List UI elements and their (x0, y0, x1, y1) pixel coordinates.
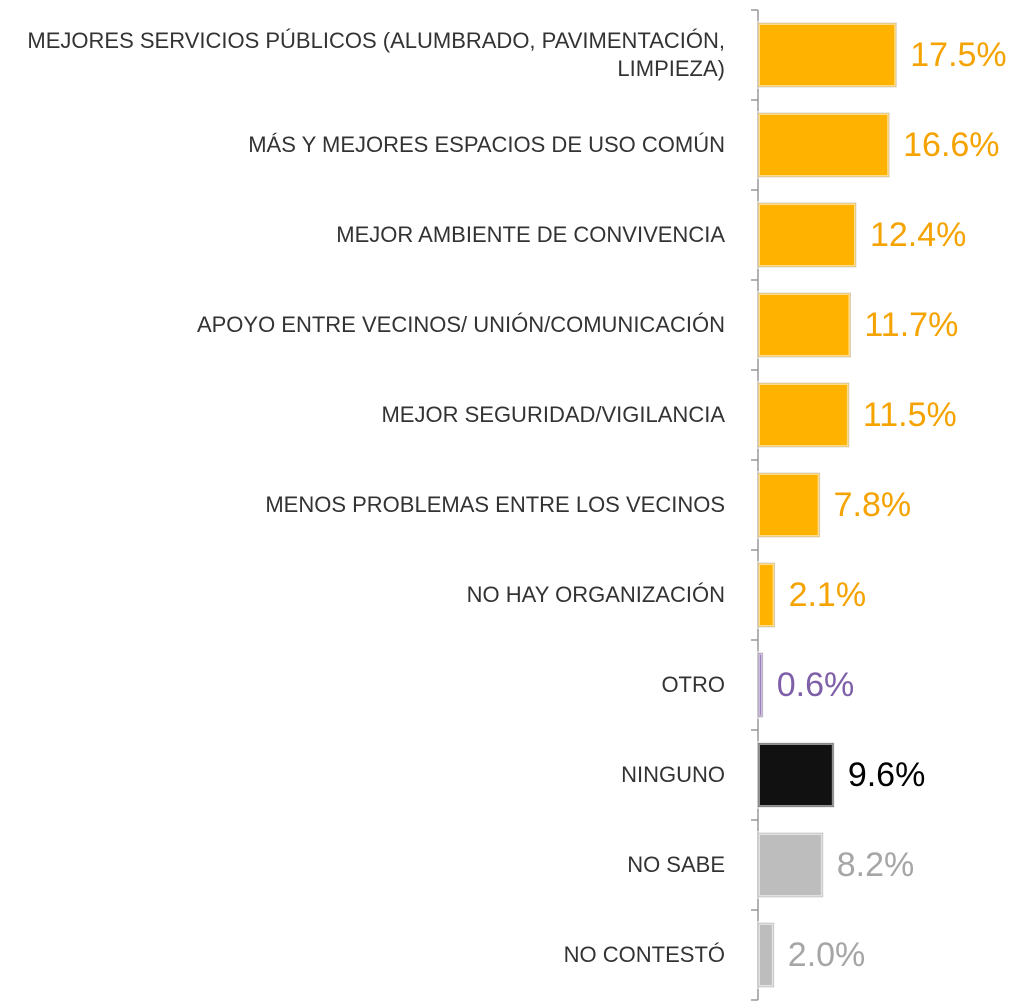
bar (756, 471, 822, 539)
category-label: NO HAY ORGANIZACIÓN (466, 582, 725, 607)
category-label: MEJOR AMBIENTE DE CONVIVENCIA (336, 222, 725, 247)
value-label: 8.2% (837, 846, 915, 884)
bar (756, 111, 892, 179)
value-label: 11.5% (863, 396, 957, 434)
bar-edge (757, 472, 821, 538)
value-label: 7.8% (834, 486, 912, 524)
bar-edge (757, 112, 890, 178)
value-label: 2.1% (789, 576, 867, 614)
bar-edge (757, 652, 764, 718)
bar-edge (757, 292, 851, 358)
value-label: 11.7% (864, 306, 958, 344)
bar (756, 291, 853, 359)
category-label: MEJOR SEGURIDAD/VIGILANCIA (381, 402, 725, 427)
bar (756, 21, 899, 89)
bar (756, 921, 776, 989)
value-label: 2.0% (788, 936, 866, 974)
category-label: APOYO ENTRE VECINOS/ UNIÓN/COMUNICACIÓN (196, 312, 725, 337)
bar-edge (757, 22, 897, 88)
bar (756, 831, 825, 899)
category-label: NO SABE (627, 852, 725, 877)
value-label: 17.5% (910, 36, 1006, 74)
value-label: 0.6% (777, 666, 855, 704)
bar (756, 651, 765, 719)
bar (756, 381, 851, 449)
value-label: 9.6% (848, 756, 926, 794)
bar-edge (757, 742, 835, 808)
bar-edge (757, 832, 824, 898)
category-label: MENOS PROBLEMAS ENTRE LOS VECINOS (265, 492, 725, 517)
bar-edge (757, 922, 775, 988)
category-label: MEJORES SERVICIOS PÚBLICOS (ALUMBRADO, P… (27, 28, 725, 81)
category-label: NINGUNO (621, 762, 725, 787)
category-label: OTRO (661, 672, 725, 697)
bar (756, 561, 777, 629)
bar (756, 201, 858, 269)
bar-edge (757, 202, 857, 268)
bar-edge (757, 382, 850, 448)
value-label: 12.4% (870, 216, 966, 254)
value-label: 16.6% (903, 126, 999, 164)
category-label: MÁS Y MEJORES ESPACIOS DE USO COMÚN (248, 132, 725, 157)
bar (756, 741, 836, 809)
bar-edge (757, 562, 776, 628)
category-label: NO CONTESTÓ (563, 942, 725, 967)
